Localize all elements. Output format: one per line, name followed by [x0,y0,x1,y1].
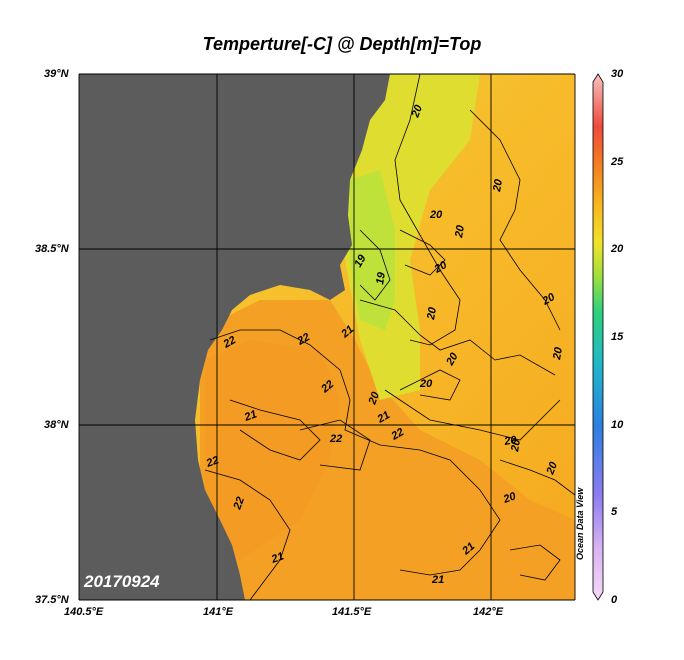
lat-tick-label: 38°N [44,419,69,431]
colorbar-tick-label: 0 [611,594,618,606]
lat-tick-label: 38.5°N [35,243,69,255]
graticule [78,73,576,601]
coolest-water-region [350,170,395,330]
contour-label: 21 [269,550,286,566]
lon-tick-label: 141°E [203,606,234,618]
colorbar-tick-label: 15 [611,331,624,343]
contour-label: 20 [419,378,433,390]
date-label: 20170924 [84,572,160,591]
contour-label: 22 [295,331,312,348]
contour-label: 20 [425,306,439,322]
lat-tick-label: 37.5°N [35,594,69,606]
contour-label: 21 [375,409,392,426]
lon-tick-label: 140.5°E [64,606,104,618]
lat-tick-label: 39°N [44,68,69,80]
contour-label: 21 [242,408,259,424]
contour-label: 20 [429,209,443,221]
contour-label: 20 [491,178,505,194]
contour-label: 20 [453,224,467,240]
contour-label: 22 [204,454,221,470]
colorbar-tick-label: 25 [611,156,624,168]
contour-label: 20 [509,438,523,454]
contour-label: 20 [409,103,425,120]
lon-tick-label: 142°E [473,606,504,618]
contour-label: 20 [551,346,565,362]
contour-label: 20 [366,390,382,407]
colorbar [592,73,604,601]
contour-label: 22 [329,433,342,445]
colorbar-tick-label: 20 [611,243,624,255]
colorbar-tick-label: 10 [611,419,624,431]
contour-label: 20 [544,460,560,477]
contour-label: 22 [221,334,238,351]
map-title: Temperture[-C] @ Depth[m]=Top [202,34,482,54]
colorbar-tick-label: 5 [611,506,618,518]
contour-label: 20 [502,434,518,448]
contour-label: 20 [501,490,518,506]
warmest-water-region [205,340,340,560]
contour-label: 21 [431,574,444,586]
credit-label: Ocean Data View [575,487,585,560]
isotherm-contours [204,74,575,600]
lon-tick-label: 141.5°E [332,606,372,618]
contour-label: 19 [374,271,388,286]
contour-label: 22 [231,495,247,512]
contour-label: 22 [389,426,406,443]
land-mass [79,74,390,600]
colorbar-tick-label: 30 [611,68,624,80]
